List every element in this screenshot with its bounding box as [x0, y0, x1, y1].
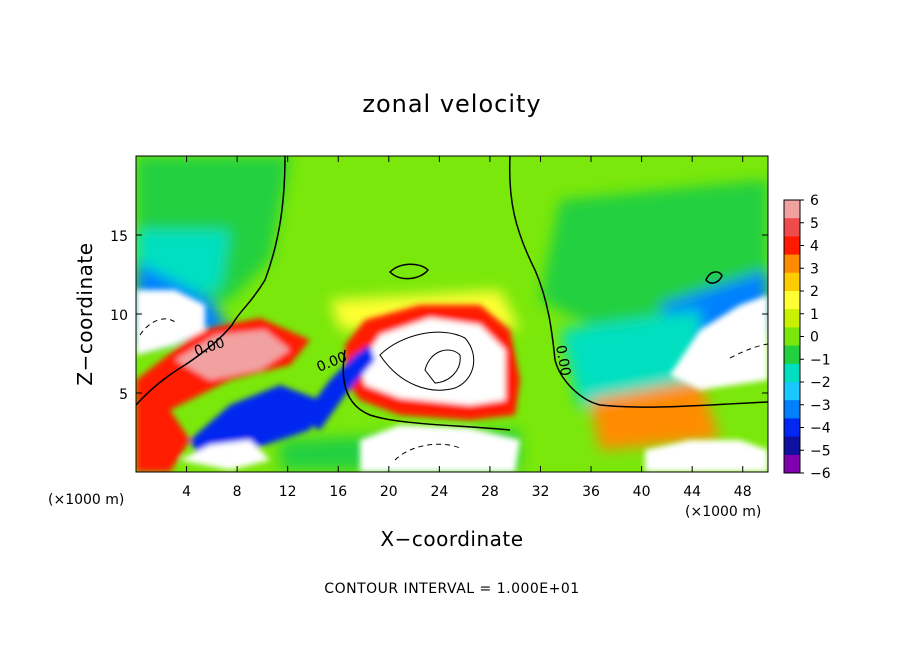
colorbar-tick-label: 0: [810, 330, 819, 346]
x-axis-label: X−coordinate: [380, 527, 523, 551]
colorbar-tick-label: 2: [810, 284, 819, 300]
x-tick-label: 36: [582, 484, 600, 500]
contour-zero-left: [136, 156, 286, 406]
colorbar-band: [784, 236, 800, 256]
y-axis-label: Z−coordinate: [73, 242, 97, 385]
x-tick-label: 20: [380, 484, 398, 500]
colorbar-tick-label: 4: [810, 239, 819, 255]
colorbar-band: [784, 327, 800, 347]
colorbar-band: [784, 418, 800, 438]
colorbar-band: [784, 309, 800, 328]
field-white-bottom-left: [180, 440, 270, 470]
field-navy-diagonal: [300, 345, 375, 430]
contour-label-right: 0.00: [552, 344, 573, 377]
x-unit-label-right: (×1000 m): [685, 504, 761, 520]
chart-title: zonal velocity: [362, 90, 541, 118]
x-tick-label: 44: [683, 484, 701, 500]
x-tick-label: 24: [430, 484, 448, 500]
colorbar: 6 5 4 3 2 1 0 −1 −2 −3 −4 −5 −6: [783, 193, 831, 482]
colorbar-tick-label: −4: [810, 421, 831, 437]
colorbar-band: [784, 382, 800, 401]
field-white-topleft: [136, 290, 205, 355]
contour-negative-left: [139, 318, 176, 336]
x-tick-label: 40: [633, 484, 651, 500]
x-unit-label-left: (×1000 m): [48, 492, 124, 508]
field-white-left: [175, 330, 290, 380]
contour-small-loop: [388, 263, 430, 280]
contour-negative-bottom: [394, 443, 461, 461]
colorbar-tick-label: −2: [810, 375, 831, 391]
x-tick-label: 12: [279, 484, 297, 500]
colorbar-tick-label: −6: [810, 466, 831, 482]
x-axis-ticks: 4 8 12 16 20 24 28 32 36 40 44 48: [182, 156, 752, 500]
y-axis-ticks: 5 10 15: [110, 229, 768, 403]
contour-interval-note: CONTOUR INTERVAL = 1.000E+01: [324, 581, 579, 597]
x-tick-label: 4: [182, 484, 191, 500]
y-tick-label: 15: [110, 229, 128, 245]
field-orange-patch: [590, 380, 720, 450]
contour-positive-inner: [424, 349, 461, 384]
contour-zero-middle: [342, 349, 511, 431]
x-tick-label: 32: [532, 484, 550, 500]
colorbar-band: [784, 291, 800, 310]
x-tick-label: 8: [233, 484, 242, 500]
colorbar-band: [784, 363, 800, 383]
colorbar-tick-label: 5: [810, 216, 819, 232]
velocity-extremes: [136, 290, 768, 472]
field-white-center: [360, 318, 505, 405]
colorbar-band: [784, 400, 800, 419]
colorbar-tick-label: 3: [810, 261, 819, 277]
field-red-bottom-left: [136, 410, 190, 472]
colorbar-band: [784, 454, 800, 474]
colorbar-tick-label: 1: [810, 307, 819, 323]
colorbar-band: [784, 254, 800, 274]
contour-lines: [136, 156, 768, 461]
field-navy-lower-left: [190, 385, 320, 460]
x-tick-label: 16: [329, 484, 347, 500]
field-white-bottom: [360, 425, 520, 472]
field-white-right: [670, 295, 768, 390]
colorbar-band: [784, 345, 800, 365]
x-tick-label: 48: [734, 484, 752, 500]
y-tick-label: 10: [110, 308, 128, 324]
colorbar-band: [784, 218, 800, 237]
contour-negative-right: [729, 343, 768, 359]
contour-zero-right: [508, 156, 768, 408]
colorbar-band: [784, 272, 800, 292]
colorbar-tick-label: −3: [810, 398, 831, 414]
colorbar-tick-label: 6: [810, 193, 819, 209]
colorbar-band: [784, 200, 800, 219]
x-tick-label: 28: [481, 484, 499, 500]
colorbar-tick-label: −1: [810, 352, 831, 368]
colorbar-band: [784, 436, 800, 456]
y-tick-label: 5: [119, 387, 128, 403]
contour-small-loop-2: [705, 271, 723, 284]
field-cyan-mid-right: [560, 310, 700, 410]
field-white-bottom-right: [645, 440, 768, 472]
contour-positive-center: [379, 331, 475, 391]
colorbar-tick-label: −5: [810, 443, 831, 459]
plot-area: [136, 156, 768, 472]
